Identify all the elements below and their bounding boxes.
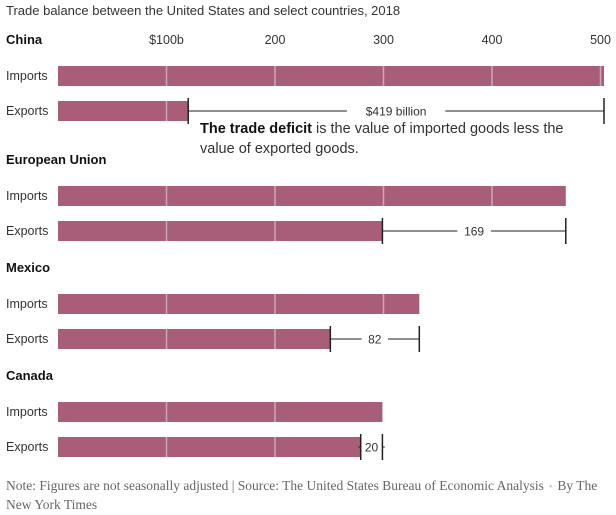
- exports-row-label: Exports: [6, 104, 48, 118]
- deficit-label: 20: [365, 441, 379, 455]
- note-text: Note: Figures are not seasonally adjuste…: [6, 478, 544, 493]
- exports-bar: [58, 437, 361, 457]
- imports-row-label: Imports: [6, 189, 48, 203]
- trade-deficit-annotation: The trade deficit is the value of import…: [200, 119, 600, 159]
- x-tick-label: 300: [373, 33, 394, 47]
- chart-title: Trade balance between the United States …: [6, 3, 401, 18]
- x-tick-label: $100b: [149, 33, 184, 47]
- separator: •: [548, 482, 553, 493]
- exports-row-label: Exports: [6, 440, 48, 454]
- x-tick-label: 200: [265, 33, 286, 47]
- exports-bar: [58, 221, 383, 241]
- imports-bar: [58, 186, 566, 206]
- country-label: European Union: [6, 152, 106, 167]
- imports-row-label: Imports: [6, 297, 48, 311]
- country-label: Canada: [6, 368, 54, 383]
- exports-row-label: Exports: [6, 332, 48, 346]
- country-label: China: [6, 32, 43, 47]
- deficit-label: $419 billion: [366, 105, 427, 119]
- exports-row-label: Exports: [6, 224, 48, 238]
- imports-row-label: Imports: [6, 405, 48, 419]
- imports-row-label: Imports: [6, 69, 48, 83]
- deficit-label: 169: [464, 225, 484, 239]
- exports-bar: [58, 329, 331, 349]
- annotation-bold: The trade deficit: [200, 121, 312, 137]
- x-tick-label: 400: [482, 33, 503, 47]
- imports-bar: [58, 402, 383, 422]
- x-tick-label: 500: [590, 33, 611, 47]
- deficit-label: 82: [368, 333, 382, 347]
- trade-balance-chart: $100b 200 300 400 500 China Imports Exports $419…: [6, 32, 611, 460]
- annotation-text: is the value of imported goods less the …: [200, 121, 564, 157]
- country-label: Mexico: [6, 260, 50, 275]
- exports-bar: [58, 101, 189, 121]
- credit-text: By The New York Times: [6, 478, 598, 512]
- imports-bar: [58, 66, 604, 86]
- source-note: Note: Figures are not seasonally adjuste…: [6, 477, 606, 513]
- imports-bar: [58, 294, 420, 314]
